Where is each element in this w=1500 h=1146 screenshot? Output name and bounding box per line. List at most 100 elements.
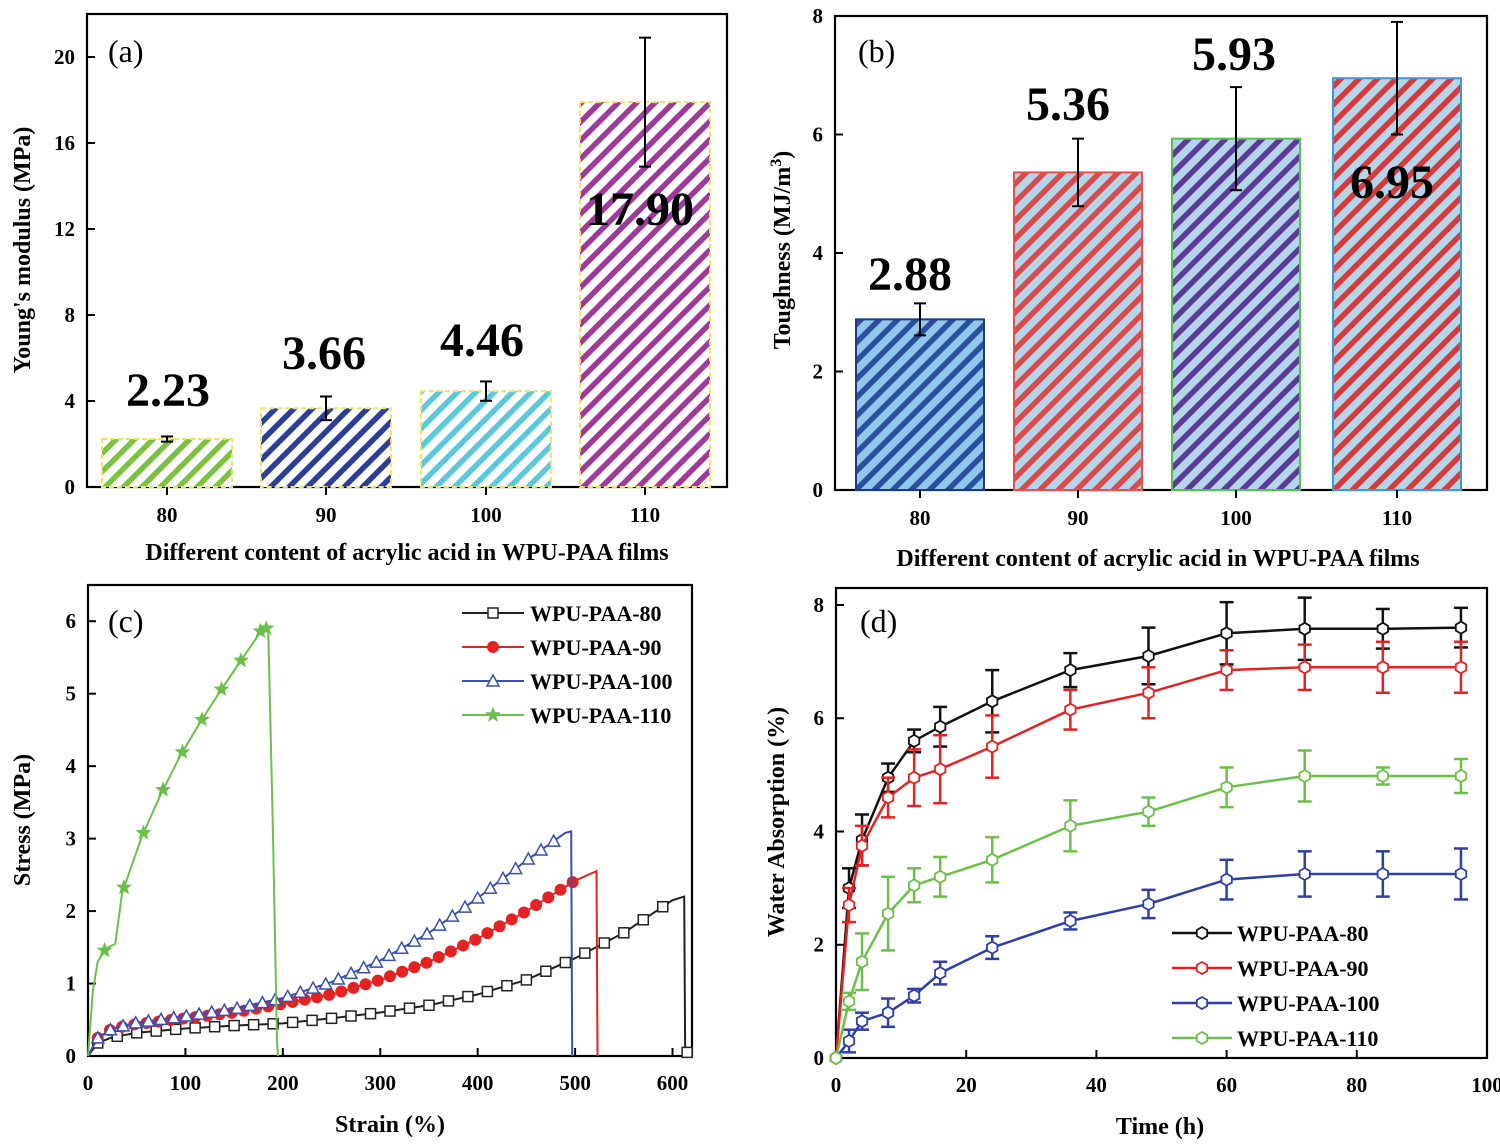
panel-d-legend-marker (1195, 925, 1209, 941)
panel-c-ytick-label: 1 (66, 972, 77, 996)
panel-c-stress-strain-chart: 0 100 200 300 400 500 600 0 1 2 3 4 5 6 WPU-PAA-80 WPU-… (10, 583, 694, 1138)
panel-c-legend-label: WPU-PAA-110 (530, 703, 671, 728)
panel-d-xtick-label: 0 (831, 1073, 842, 1097)
panel-c-marker-WPU-PAA-80 (481, 985, 494, 998)
panel-c-marker-WPU-PAA-110 (213, 680, 230, 697)
panel-b-value-label: 6.95 (1350, 156, 1434, 209)
panel-c-marker-WPU-PAA-80 (637, 914, 650, 926)
panel-c-marker-WPU-PAA-100 (191, 1006, 207, 1020)
panel-c-marker-WPU-PAA-80 (286, 1016, 299, 1029)
panel-c-marker-WPU-PAA-80 (579, 947, 591, 959)
panel-c-label: (c) (108, 603, 144, 639)
panel-c-marker-WPU-PAA-100 (204, 1004, 219, 1018)
panel-d-ytick-label: 4 (814, 819, 825, 843)
panel-c-marker-WPU-PAA-90 (542, 891, 555, 904)
panel-c-xtick-label: 400 (462, 1071, 494, 1095)
panel-d-ytick-label: 8 (814, 593, 825, 617)
panel-c-marker-WPU-PAA-90 (469, 933, 482, 946)
panel-c-legend-label: WPU-PAA-80 (530, 601, 662, 626)
panel-c-marker-WPU-PAA-100 (280, 988, 295, 1003)
panel-c-marker-WPU-PAA-100 (533, 842, 549, 856)
panel-c-marker-WPU-PAA-100 (267, 992, 283, 1006)
panel-c-marker-WPU-PAA-90 (566, 876, 579, 889)
panel-c-marker-WPU-PAA-80 (657, 900, 669, 913)
panel-a-xaxis-title: Different content of acrylic acid in WPU… (145, 540, 668, 566)
panel-a-label: (a) (108, 33, 144, 69)
panel-c-marker-WPU-PAA-100 (470, 890, 485, 904)
panel-c-xtick-label: 600 (657, 1071, 689, 1095)
panel-a-bar-100 (420, 390, 552, 488)
panel-c-ytick-label: 0 (66, 1044, 77, 1068)
panel-c-marker-WPU-PAA-90 (335, 985, 348, 998)
panel-c-marker-WPU-PAA-80 (189, 1022, 201, 1034)
panel-b-value-label: 5.36 (1026, 78, 1110, 131)
panel-d-marker-WPU-PAA-80 (1298, 621, 1311, 636)
panel-b-bar-80 (855, 318, 985, 491)
panel-c-marker-WPU-PAA-100 (483, 880, 498, 894)
panel-c-marker-WPU-PAA-90 (554, 883, 567, 896)
panel-d-marker-WPU-PAA-90 (1064, 702, 1077, 717)
panel-a-yaxis-title: Young's modulus (MPa) (10, 127, 36, 374)
panel-c-marker-WPU-PAA-110 (135, 824, 152, 840)
panel-c-legend-marker (484, 706, 502, 722)
panel-d-marker-WPU-PAA-110 (1298, 768, 1311, 784)
panel-d-marker-WPU-PAA-80 (1142, 648, 1155, 664)
panel-d-legend-label: WPU-PAA-110 (1237, 1026, 1378, 1051)
panel-c-legend-label: WPU-PAA-100 (530, 669, 673, 694)
panel-d-xtick-label: 20 (956, 1073, 977, 1097)
panel-d-marker-WPU-PAA-100 (882, 1005, 895, 1020)
panel-a-ytick-label: 4 (65, 389, 76, 413)
panel-c-ytick-label: 4 (66, 754, 77, 778)
panel-c-ytick-label: 2 (66, 899, 77, 923)
panel-c-marker-WPU-PAA-90 (481, 927, 494, 940)
panel-a-xtick-label: 80 (157, 503, 178, 527)
panel-c-xtick-label: 100 (170, 1071, 202, 1095)
panel-d-xtick-label: 100 (1471, 1073, 1500, 1097)
panel-b-bar-90 (1013, 171, 1143, 491)
panel-c-marker-WPU-PAA-100 (153, 1011, 169, 1026)
panel-c-marker-WPU-PAA-90 (493, 920, 506, 933)
panel-a-value-label: 4.46 (440, 314, 524, 367)
panel-c-marker-WPU-PAA-100 (356, 960, 371, 974)
panel-d-marker-WPU-PAA-90 (1298, 660, 1311, 675)
panel-c-marker-WPU-PAA-90 (517, 906, 530, 919)
panel-d-marker-WPU-PAA-80 (986, 694, 999, 709)
panel-c-marker-WPU-PAA-90 (432, 951, 445, 964)
panel-c-marker-WPU-PAA-80 (520, 974, 533, 986)
panel-c-marker-WPU-PAA-80 (540, 965, 552, 977)
panel-a-xtick-label: 90 (316, 503, 337, 527)
panel-c-marker-WPU-PAA-100 (128, 1015, 143, 1029)
panel-a-ytick-label: 8 (65, 303, 76, 327)
panel-a-ytick-label: 16 (54, 131, 75, 155)
panel-c-marker-WPU-PAA-90 (323, 988, 336, 1001)
panel-c-marker-WPU-PAA-100 (179, 1008, 194, 1022)
panel-c-marker-WPU-PAA-80 (501, 979, 513, 992)
panel-c-marker-WPU-PAA-90 (396, 965, 409, 978)
panel-d-marker-WPU-PAA-110 (1220, 780, 1233, 795)
panel-c-marker-WPU-PAA-80 (267, 1018, 279, 1030)
panel-d-marker-WPU-PAA-90 (1142, 685, 1155, 700)
panel-c-marker-WPU-PAA-90 (530, 898, 543, 911)
panel-d-ytick-label: 2 (814, 933, 825, 957)
panel-d-legend-label: WPU-PAA-90 (1237, 956, 1369, 981)
panel-c-marker-WPU-PAA-90 (505, 913, 518, 926)
panel-d-marker-WPU-PAA-110 (882, 906, 895, 921)
panel-d-marker-WPU-PAA-110 (934, 869, 947, 884)
panel-c-marker-WPU-PAA-110 (155, 781, 172, 797)
panel-c-marker-WPU-PAA-90 (408, 961, 421, 974)
panel-c-marker-WPU-PAA-110 (232, 651, 249, 668)
panel-c-marker-WPU-PAA-110 (193, 711, 210, 727)
panel-d-ytick-label: 6 (814, 706, 825, 730)
panel-c-legend-marker (487, 607, 499, 619)
panel-a-value-label: 3.66 (282, 327, 366, 380)
panel-d-marker-WPU-PAA-100 (1064, 913, 1077, 929)
panel-d-marker-WPU-PAA-100 (855, 1014, 869, 1029)
panel-c-marker-WPU-PAA-110 (96, 941, 113, 958)
panel-c-marker-WPU-PAA-80 (364, 1007, 377, 1020)
panel-b-value-label: 5.93 (1192, 28, 1276, 81)
panel-b-label: (b) (858, 33, 895, 69)
panel-a-value-label: 2.23 (126, 364, 210, 417)
panel-d-legend-label: WPU-PAA-100 (1237, 991, 1380, 1016)
panel-d-marker-WPU-PAA-100 (1454, 866, 1468, 882)
panel-c-marker-WPU-PAA-80 (325, 1012, 338, 1025)
